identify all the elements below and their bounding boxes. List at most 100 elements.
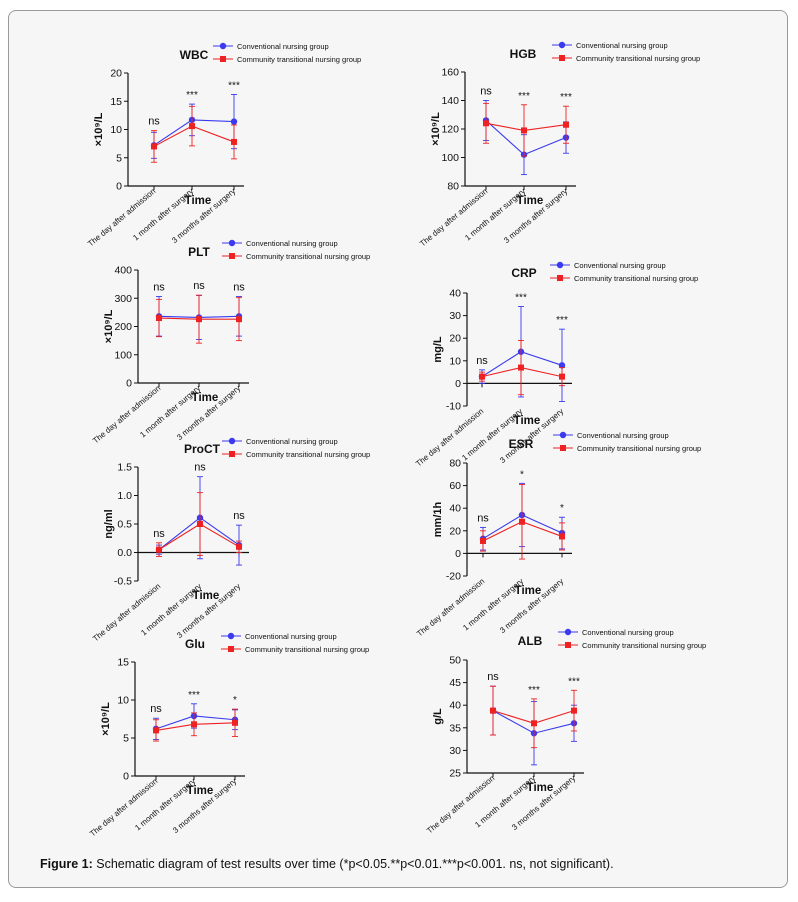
series-line	[481, 351, 563, 378]
data-point	[156, 315, 162, 322]
y-tick-label: 0	[123, 771, 129, 783]
y-tick-label: 10	[110, 124, 122, 136]
data-point	[559, 533, 565, 540]
x-axis-label: Time	[187, 785, 214, 797]
y-tick-label: 1.5	[117, 462, 132, 474]
y-tick-label: -0.5	[114, 576, 132, 588]
figure-caption: Figure 1: Schematic diagram of test resu…	[40, 857, 614, 871]
significance-label: ns	[153, 528, 165, 540]
x-tick-label: The day after admission	[425, 774, 496, 836]
y-tick-label: 0	[116, 181, 122, 193]
data-point	[518, 364, 524, 371]
y-tick-label: 80	[449, 458, 461, 470]
significance-label: ns	[153, 282, 165, 294]
y-axis-label: ×10⁹/L	[100, 702, 112, 736]
data-point	[196, 316, 202, 323]
data-point	[153, 727, 159, 734]
legend-label: Community transitional nursing group	[245, 645, 369, 654]
significance-label: ***	[568, 676, 580, 687]
data-point	[231, 138, 237, 145]
y-tick-label: 20	[449, 525, 461, 537]
chart-title: WBC	[180, 48, 209, 62]
data-point	[156, 546, 162, 553]
significance-label: *	[233, 695, 237, 706]
y-tick-label: 20	[110, 68, 122, 80]
chart-panel-hgb: HGB 80 100 120 140 160 ×10⁹/L The day after adm…	[418, 41, 700, 248]
chart-title: Glu	[185, 637, 205, 651]
significance-label: ***	[528, 685, 540, 696]
y-tick-label: 30	[449, 310, 461, 322]
chart-title: ProCT	[184, 442, 221, 456]
legend-marker	[556, 261, 564, 269]
chart-title: CRP	[511, 266, 536, 280]
legend-label: Community transitional nursing group	[577, 444, 701, 453]
x-axis-label: Time	[514, 415, 541, 427]
y-tick-label: 0	[126, 378, 132, 390]
x-axis-label: Time	[193, 590, 220, 602]
legend-label: Conventional nursing group	[577, 431, 669, 440]
data-point	[197, 521, 203, 527]
y-axis-label: ×10⁹/L	[93, 112, 105, 146]
chart-panel-esr: ESR -20 0 20 40 60 80 mm/1h The day after admiss…	[415, 431, 701, 638]
caption-text: Schematic diagram of test results over t…	[92, 857, 614, 871]
y-tick-label: 100	[114, 349, 132, 361]
data-point	[559, 373, 565, 380]
data-point	[189, 123, 195, 130]
significance-label: ns	[194, 462, 206, 474]
y-tick-label: 160	[441, 67, 459, 79]
legend-label: Community transitional nursing group	[576, 54, 700, 63]
y-tick-label: 40	[449, 503, 461, 515]
figure-frame	[8, 10, 788, 888]
legend-label: Conventional nursing group	[245, 632, 337, 641]
legend-label: Conventional nursing group	[237, 42, 329, 51]
y-tick-label: 80	[447, 181, 459, 193]
significance-label: ns	[233, 510, 245, 522]
chart-title: HGB	[510, 47, 537, 61]
significance-label: ns	[148, 116, 160, 128]
significance-label: ***	[515, 293, 527, 304]
y-tick-label: 15	[110, 96, 122, 108]
x-axis-label: Time	[192, 392, 219, 404]
significance-label: ***	[560, 92, 572, 103]
x-tick-label: The day after admission	[418, 187, 489, 249]
legend-marker	[557, 275, 563, 281]
y-tick-label: 35	[449, 722, 461, 734]
significance-label: ns	[477, 512, 489, 524]
significance-label: ***	[228, 80, 240, 91]
legend-marker	[558, 41, 566, 49]
x-axis-label: Time	[527, 782, 554, 794]
y-tick-label: 120	[441, 124, 459, 136]
y-tick-label: 0	[455, 548, 461, 560]
significance-label: ns	[193, 280, 205, 292]
y-tick-label: 0	[455, 378, 461, 390]
y-tick-label: 0.0	[117, 547, 132, 559]
significance-label: ***	[518, 91, 530, 102]
legend-marker	[565, 642, 571, 648]
y-tick-label: 40	[449, 700, 461, 712]
significance-label: ***	[188, 690, 200, 701]
significance-label: ns	[487, 671, 499, 683]
y-axis-label: ×10⁹/L	[430, 112, 442, 146]
data-point	[531, 720, 537, 727]
chart-panel-proct: ProCT -0.5 0.0 0.5 1.0 1.5 ng/ml The day after …	[91, 437, 370, 643]
y-axis-label: ng/ml	[103, 509, 115, 538]
data-point	[191, 721, 197, 728]
x-axis-label: Time	[515, 585, 542, 597]
legend-label: Community transitional nursing group	[237, 55, 361, 64]
legend-marker	[560, 445, 566, 451]
data-point	[571, 707, 577, 714]
legend-label: Conventional nursing group	[582, 628, 674, 637]
y-tick-label: 200	[114, 321, 132, 333]
x-tick-label: The day after admission	[91, 582, 162, 644]
y-tick-label: 1.0	[117, 490, 132, 502]
y-tick-label: 0.5	[117, 519, 132, 531]
y-tick-label: -20	[446, 571, 461, 583]
legend-label: Community transitional nursing group	[574, 274, 698, 283]
legend-label: Conventional nursing group	[576, 41, 668, 50]
x-tick-label: The day after admission	[415, 577, 486, 639]
y-tick-label: 100	[441, 152, 459, 164]
data-point	[236, 543, 242, 550]
y-tick-label: 10	[117, 695, 129, 707]
